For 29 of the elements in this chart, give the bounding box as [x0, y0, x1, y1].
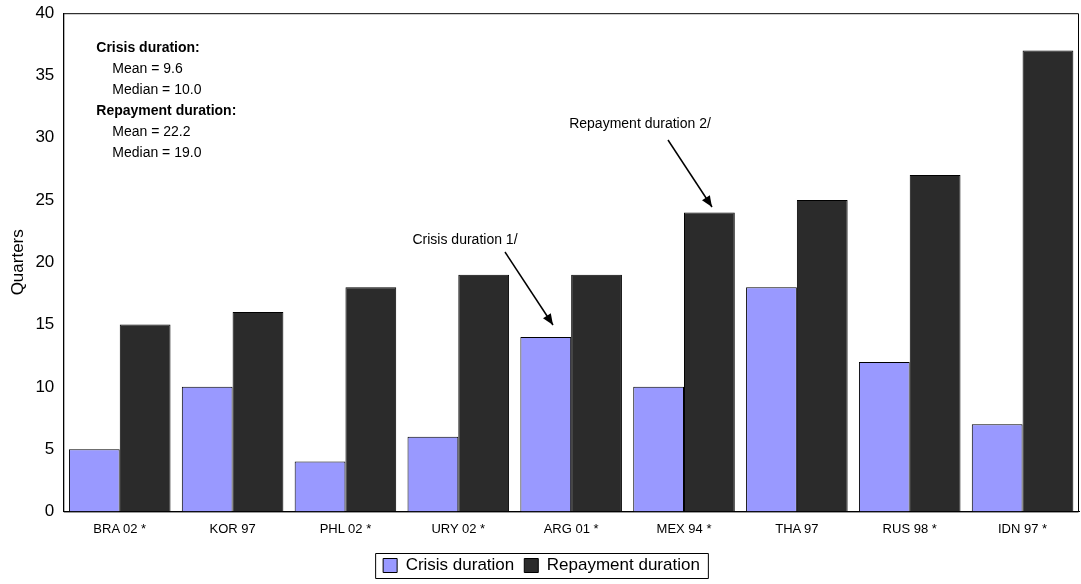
- y-tick-label: 35: [35, 65, 55, 85]
- y-tick-label: 25: [35, 189, 55, 209]
- annotation: Crisis duration:: [96, 39, 200, 56]
- x-tick-label: IDN 97 *: [998, 520, 1048, 536]
- annotation: Mean = 22.2: [112, 123, 191, 140]
- y-tick-label: 15: [35, 314, 55, 334]
- y-axis-title: Quarters: [7, 229, 27, 296]
- x-tick-label: URY 02 *: [431, 520, 486, 536]
- y-tick-label: 30: [35, 127, 55, 147]
- y-tick-label: 0: [44, 501, 55, 521]
- legend-label: Crisis duration: [405, 555, 515, 575]
- annotation: Repayment duration 2/: [569, 114, 711, 131]
- x-tick-label: THA 97: [775, 520, 819, 536]
- annotation: Median = 10.0: [112, 81, 202, 98]
- annotation: Repayment duration:: [96, 102, 237, 119]
- y-tick-label: 40: [35, 2, 55, 22]
- y-tick-label: 10: [35, 376, 55, 396]
- x-tick-label: MEX 94 *: [656, 520, 712, 536]
- annotation: Crisis duration 1/: [412, 230, 518, 247]
- x-tick-label: ARG 01 *: [543, 520, 599, 536]
- x-tick-label: PHL 02 *: [319, 520, 372, 536]
- y-tick-label: 5: [44, 438, 55, 458]
- y-tick-label: 20: [35, 251, 55, 271]
- x-tick-label: KOR 97: [209, 520, 256, 536]
- x-tick-label: RUS 98 *: [882, 520, 937, 536]
- annotation: Mean = 9.6: [112, 60, 183, 77]
- x-tick-label: BRA 02 *: [93, 520, 147, 536]
- legend-label: Repayment duration: [546, 555, 700, 575]
- annotation: Median = 19.0: [112, 144, 202, 161]
